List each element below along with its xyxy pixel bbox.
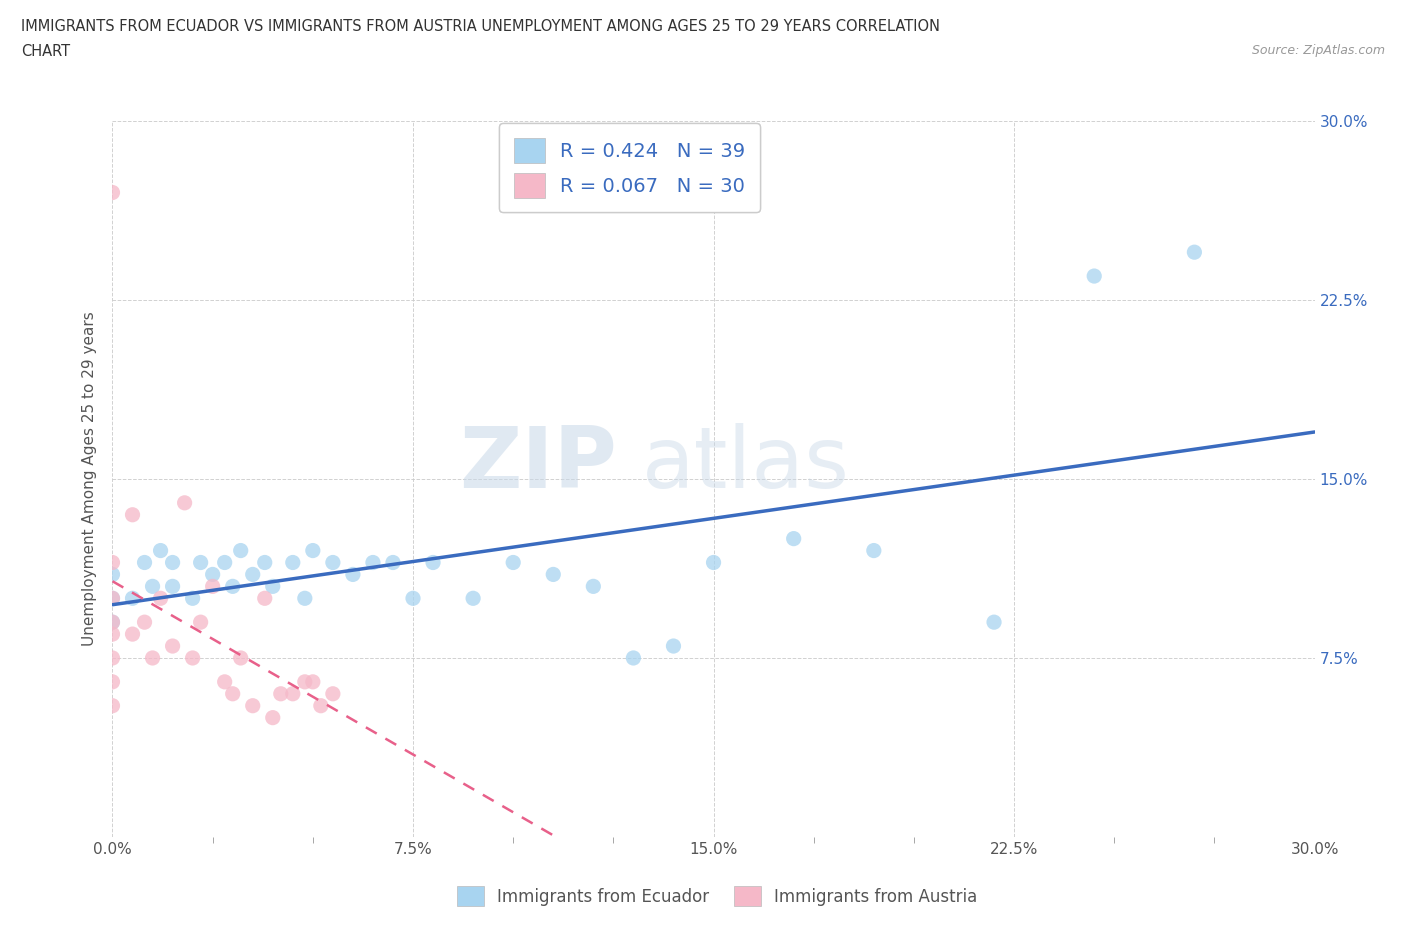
Point [262,711,284,725]
Point [101,555,124,570]
Point [141,578,163,594]
Point [101,674,124,689]
Legend: R = 0.424   N = 39, R = 0.067   N = 30: R = 0.424 N = 39, R = 0.067 N = 30 [499,124,759,212]
Point [190,615,212,630]
Point [461,591,484,605]
Point [502,555,524,570]
Point [281,686,304,701]
Point [294,674,316,689]
Point [101,651,124,666]
Point [134,615,156,630]
Point [121,627,143,642]
Point [782,531,804,546]
Point [201,578,224,594]
Point [862,543,886,558]
Point [983,615,1005,630]
Point [253,555,276,570]
Point [242,567,264,582]
Point [422,555,444,570]
Point [301,543,323,558]
Point [101,567,124,582]
Point [382,555,405,570]
Point [322,686,344,701]
Point [253,591,276,605]
Point [222,578,245,594]
Point [222,686,245,701]
Point [201,567,224,582]
Point [141,651,163,666]
Point [402,591,425,605]
Point [229,543,252,558]
Point [294,591,316,605]
Point [1184,245,1206,259]
Y-axis label: Unemployment Among Ages 25 to 29 years: Unemployment Among Ages 25 to 29 years [82,312,97,646]
Point [101,615,124,630]
Text: Source: ZipAtlas.com: Source: ZipAtlas.com [1251,44,1385,57]
Point [121,508,143,523]
Text: CHART: CHART [21,44,70,59]
Point [342,567,364,582]
Point [582,578,605,594]
Point [181,651,204,666]
Point [229,651,252,666]
Point [621,651,644,666]
Point [361,555,384,570]
Point [134,555,156,570]
Point [101,615,124,630]
Point [101,185,124,200]
Point [214,674,236,689]
Point [662,639,685,654]
Point [101,591,124,605]
Point [262,578,284,594]
Point [214,555,236,570]
Point [101,698,124,713]
Point [101,591,124,605]
Text: IMMIGRANTS FROM ECUADOR VS IMMIGRANTS FROM AUSTRIA UNEMPLOYMENT AMONG AGES 25 TO: IMMIGRANTS FROM ECUADOR VS IMMIGRANTS FR… [21,19,941,33]
Point [181,591,204,605]
Point [702,555,725,570]
Point [149,591,172,605]
Text: atlas: atlas [641,423,849,506]
Point [270,686,292,701]
Point [101,627,124,642]
Point [281,555,304,570]
Point [301,674,323,689]
Point [149,543,172,558]
Point [173,496,195,511]
Legend: Immigrants from Ecuador, Immigrants from Austria: Immigrants from Ecuador, Immigrants from… [450,880,984,912]
Point [162,555,184,570]
Text: ZIP: ZIP [460,423,617,506]
Point [190,555,212,570]
Point [543,567,565,582]
Point [162,578,184,594]
Point [1083,269,1105,284]
Point [242,698,264,713]
Point [121,591,143,605]
Point [322,555,344,570]
Point [162,639,184,654]
Point [309,698,332,713]
